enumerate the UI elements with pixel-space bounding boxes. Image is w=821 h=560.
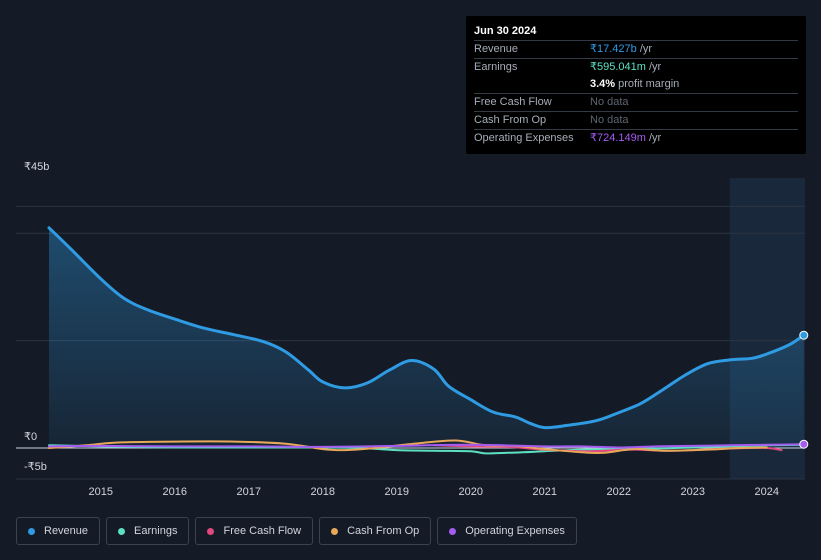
legend-label: Earnings [134, 525, 178, 537]
earnings-line [48, 443, 805, 455]
tooltip-row: Cash From Op No data [474, 111, 798, 129]
y-tick-label: ₹45b [24, 161, 49, 173]
revenue-area [49, 227, 804, 448]
tooltip-row-label [474, 76, 590, 93]
tooltip-row: Free Cash Flow No data [474, 93, 798, 111]
tooltip-row-unit: /yr [645, 61, 662, 73]
tooltip-date: Jun 30 2024 [474, 25, 537, 37]
tooltip-row-value: 3.4% [590, 78, 616, 90]
tooltip-row-value-wrap: ₹595.041m /yr [590, 59, 661, 76]
tooltip-row: Earnings ₹595.041m /yr [474, 58, 798, 76]
series-lines [47, 226, 806, 455]
x-tick-label: 2016 [163, 486, 187, 498]
tooltip-row-value-wrap: ₹17.427b /yr [590, 41, 652, 58]
x-tick-label: 2015 [89, 486, 113, 498]
legend-dot-icon [449, 527, 457, 535]
tooltip-row-unit: /yr [645, 132, 662, 144]
legend-label: Cash From Op [347, 525, 420, 537]
x-tick-label: 2022 [607, 486, 631, 498]
tooltip-row: Revenue ₹17.427b /yr [474, 40, 798, 58]
legend-label: Operating Expenses [465, 525, 565, 537]
legend-dot-icon [28, 527, 35, 535]
x-tick-label: 2019 [385, 486, 409, 498]
revenue-end-marker [799, 330, 809, 340]
x-tick-label: 2020 [459, 486, 483, 498]
legend-dot-icon [207, 527, 215, 535]
tooltip-rows: Revenue ₹17.427b /yr Earnings ₹595.041m /yr… [474, 40, 798, 147]
x-tick-label: 2018 [311, 486, 335, 498]
chart: ₹45b ₹0 -₹5b 2015 2016 2017 2018 2019 2020 2021 20… [16, 161, 809, 498]
tooltip-row-value-wrap: No data [590, 112, 629, 129]
tooltip-row-label: Operating Expenses [474, 132, 574, 144]
x-tick-label: 2023 [681, 486, 705, 498]
legend-item-earnings[interactable]: Earnings [106, 517, 190, 545]
end-markers [799, 330, 809, 449]
area-layer [49, 227, 804, 448]
tooltip-row: 3.4% profit margin [474, 76, 798, 93]
tooltip-row-value: No data [590, 114, 629, 126]
tooltip-row-label: Cash From Op [474, 114, 547, 126]
legend-item-cash-from-op[interactable]: Cash From Op [319, 517, 432, 545]
tooltip-row-value: ₹724.149m [590, 132, 646, 144]
tooltip-row-value-wrap: 3.4% profit margin [590, 76, 679, 93]
operating-expenses-line [48, 443, 805, 449]
tooltip-row-label: Free Cash Flow [474, 96, 552, 108]
tooltip-row-unit: /yr [636, 43, 653, 55]
chart-legend: Revenue Earnings Free Cash Flow Cash From O… [16, 517, 583, 545]
cash-from-op-line [48, 439, 768, 455]
tooltip-row-value: No data [590, 96, 629, 108]
legend-dot-icon [118, 527, 126, 535]
x-tick-label: 2021 [533, 486, 557, 498]
tooltip-row-value: ₹17.427b [590, 43, 637, 55]
tooltip-row-label: Revenue [474, 43, 519, 55]
tooltip-row-value-wrap: ₹724.149m /yr [590, 130, 661, 147]
data-tooltip: Jun 30 2024 Revenue ₹17.427b /yr Earnings ₹… [466, 16, 806, 154]
x-tick-label: 2024 [755, 486, 779, 498]
axis-ticks: ₹45b ₹0 -₹5b 2015 2016 2017 2018 2019 2020 2021 20… [24, 161, 779, 498]
revenue-line [47, 226, 806, 430]
tooltip-row-unit: profit margin [615, 78, 680, 90]
legend-item-revenue[interactable]: Revenue [16, 517, 101, 545]
tooltip-row-value-wrap: No data [590, 94, 629, 111]
tooltip-row-value: ₹595.041m [590, 61, 646, 73]
legend-dot-icon [331, 527, 339, 535]
y-tick-label: -₹5b [24, 461, 47, 473]
tooltip-row-label: Earnings [474, 61, 518, 73]
operating-expenses-end-marker [799, 439, 809, 449]
legend-label: Revenue [44, 525, 89, 537]
y-tick-label: ₹0 [24, 431, 37, 443]
x-tick-label: 2017 [237, 486, 261, 498]
legend-label: Free Cash Flow [223, 525, 302, 537]
legend-item-operating-expenses[interactable]: Operating Expenses [437, 517, 577, 545]
legend-item-free-cash-flow[interactable]: Free Cash Flow [195, 517, 314, 545]
tooltip-row: Operating Expenses ₹724.149m /yr [474, 129, 798, 147]
